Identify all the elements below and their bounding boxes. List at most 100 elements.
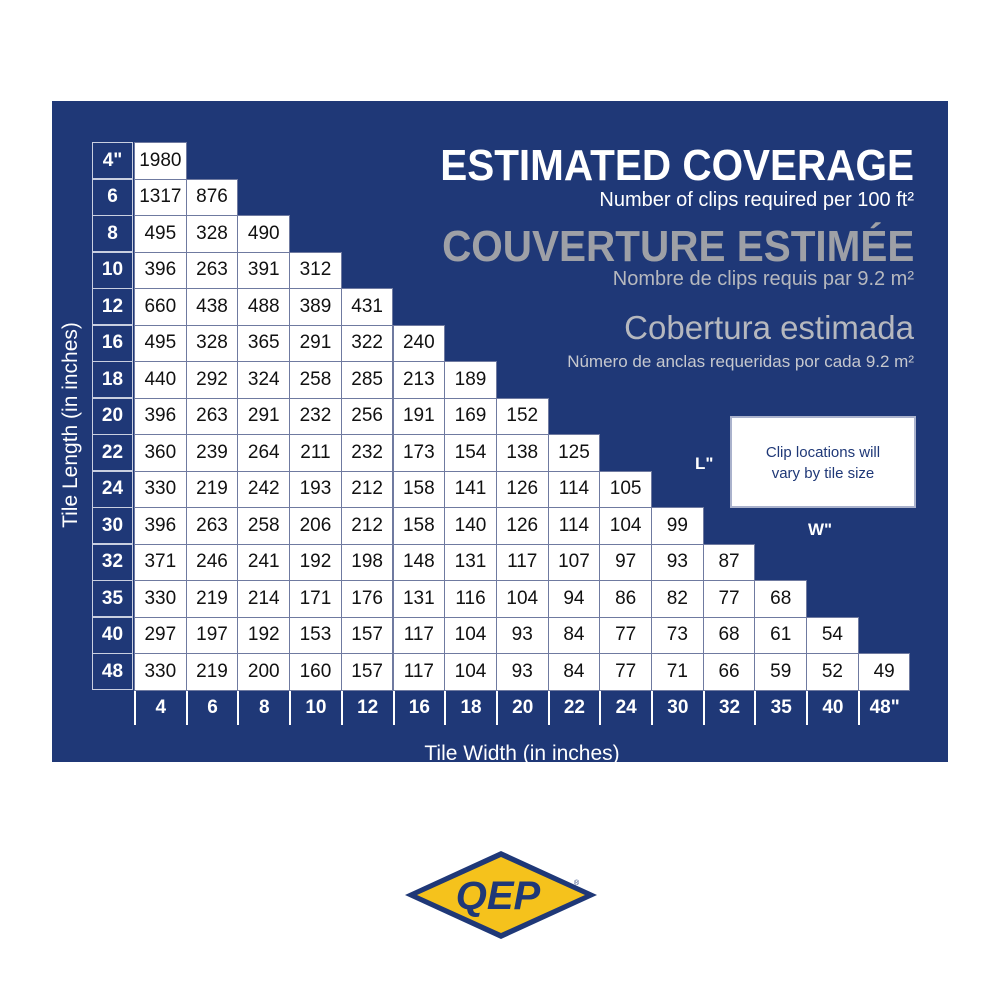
coverage-cell: 312 xyxy=(289,251,342,289)
coverage-cell: 117 xyxy=(392,616,446,654)
coverage-cell: 263 xyxy=(185,507,239,545)
column-header: 12 xyxy=(340,690,393,725)
coverage-cell: 84 xyxy=(547,653,601,691)
coverage-cell: 396 xyxy=(134,507,187,545)
coverage-cell: 87 xyxy=(702,543,756,581)
coverage-cell: 126 xyxy=(495,507,549,545)
subtitle-english: Number of clips required per 100 ft² xyxy=(599,189,914,211)
coverage-cell: 232 xyxy=(289,397,342,435)
coverage-cell: 371 xyxy=(134,543,187,581)
tile-length-marker: L" xyxy=(695,454,714,473)
coverage-cell: 189 xyxy=(444,361,497,399)
coverage-cell: 192 xyxy=(237,616,291,654)
subtitle-spanish: Número de anclas requeridas por cada 9.2… xyxy=(567,352,914,371)
coverage-cell: 232 xyxy=(340,434,394,472)
coverage-cell: 82 xyxy=(651,580,704,618)
coverage-cell: 93 xyxy=(651,543,704,581)
subtitle-french: Nombre de clips requis par 9.2 m² xyxy=(612,268,914,290)
coverage-cell: 158 xyxy=(392,507,446,545)
coverage-cell: 1980 xyxy=(134,142,187,180)
row-header: 35 xyxy=(92,580,133,617)
coverage-cell: 193 xyxy=(289,470,342,508)
coverage-cell: 105 xyxy=(599,470,652,508)
column-header: 32 xyxy=(702,690,755,725)
column-header: 40 xyxy=(806,690,858,725)
row-header: 16 xyxy=(92,324,133,362)
coverage-cell: 211 xyxy=(289,434,342,472)
row-header: 20 xyxy=(92,397,133,435)
coverage-cell: 198 xyxy=(340,543,394,581)
note-line-1: Clip locations will xyxy=(765,444,881,461)
logo-text: QEP xyxy=(456,874,541,918)
coverage-cell: 328 xyxy=(185,215,239,253)
coverage-cell: 77 xyxy=(599,616,652,654)
logo-diamond-inner xyxy=(417,857,585,933)
coverage-cell: 104 xyxy=(444,616,497,654)
coverage-cell: 153 xyxy=(289,616,342,654)
coverage-cell: 94 xyxy=(547,580,601,618)
row-header: 22 xyxy=(92,434,133,471)
coverage-cell: 264 xyxy=(237,434,291,472)
coverage-cell: 140 xyxy=(444,507,497,545)
coverage-cell: 104 xyxy=(444,653,497,691)
coverage-cell: 438 xyxy=(185,288,239,326)
coverage-cell: 490 xyxy=(237,215,291,253)
coverage-cell: 52 xyxy=(806,653,859,691)
coverage-cell: 157 xyxy=(340,653,394,691)
coverage-cell: 256 xyxy=(340,397,394,435)
coverage-cell: 71 xyxy=(651,653,704,691)
row-header: 24 xyxy=(92,470,133,508)
coverage-cell: 131 xyxy=(392,580,446,618)
coverage-cell: 330 xyxy=(134,580,187,618)
row-header: 4" xyxy=(92,142,133,179)
coverage-cell: 68 xyxy=(754,580,808,618)
coverage-cell: 241 xyxy=(237,543,291,581)
column-header: 18 xyxy=(444,690,496,725)
coverage-cell: 660 xyxy=(134,288,187,326)
coverage-cell: 239 xyxy=(185,434,239,472)
row-header: 6 xyxy=(92,178,133,216)
column-header: 4 xyxy=(134,690,186,725)
coverage-cell: 431 xyxy=(340,288,394,326)
coverage-cell: 73 xyxy=(651,616,704,654)
coverage-cell: 258 xyxy=(289,361,342,399)
coverage-cell: 116 xyxy=(444,580,497,618)
coverage-cell: 173 xyxy=(392,434,446,472)
coverage-cell: 328 xyxy=(185,324,239,362)
coverage-cell: 240 xyxy=(392,324,446,362)
column-header: 8 xyxy=(237,690,289,725)
note-line-2: vary by tile size xyxy=(771,465,875,482)
coverage-cell: 77 xyxy=(702,580,756,618)
coverage-cell: 160 xyxy=(289,653,342,691)
coverage-cell: 148 xyxy=(392,543,446,581)
coverage-cell: 117 xyxy=(392,653,446,691)
coverage-cell: 93 xyxy=(495,616,549,654)
row-header: 32 xyxy=(92,543,133,581)
coverage-cell: 68 xyxy=(702,616,756,654)
coverage-cell: 389 xyxy=(289,288,342,326)
coverage-cell: 330 xyxy=(134,470,187,508)
coverage-cell: 242 xyxy=(237,470,291,508)
coverage-cell: 54 xyxy=(806,616,859,654)
coverage-cell: 291 xyxy=(289,324,342,362)
coverage-cell: 131 xyxy=(444,543,497,581)
x-axis-label: Tile Width (in inches) xyxy=(424,742,620,765)
row-header: 8 xyxy=(92,215,133,252)
row-header: 30 xyxy=(92,507,133,544)
coverage-cell: 219 xyxy=(185,470,239,508)
logo-registered-mark: ® xyxy=(574,879,580,887)
title-french: COUVERTURE ESTIMÉE xyxy=(441,222,914,271)
coverage-cell: 219 xyxy=(185,653,239,691)
coverage-cell: 192 xyxy=(289,543,342,581)
coverage-cell: 97 xyxy=(599,543,652,581)
coverage-cell: 200 xyxy=(237,653,291,691)
column-header: 48" xyxy=(857,690,910,725)
coverage-cell: 99 xyxy=(651,507,704,545)
coverage-cell: 495 xyxy=(134,324,187,362)
coverage-cell: 263 xyxy=(185,397,239,435)
column-header: 35 xyxy=(754,690,806,725)
coverage-cell: 495 xyxy=(134,215,187,253)
coverage-cell: 396 xyxy=(134,251,187,289)
coverage-cell: 117 xyxy=(495,543,549,581)
coverage-cell: 93 xyxy=(495,653,549,691)
